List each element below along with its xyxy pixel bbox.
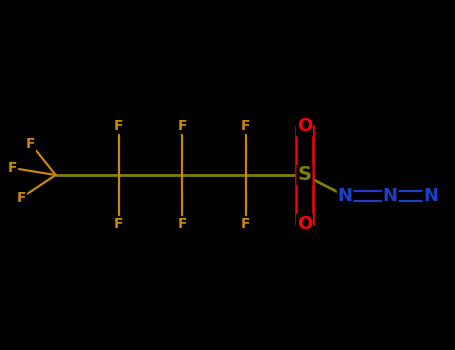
Text: F: F	[26, 137, 35, 151]
Text: F: F	[177, 119, 187, 133]
Text: F: F	[17, 190, 26, 204]
Text: F: F	[241, 119, 250, 133]
Text: N: N	[383, 187, 398, 205]
Text: O: O	[297, 117, 312, 135]
Text: F: F	[8, 161, 17, 175]
Text: F: F	[114, 217, 124, 231]
Text: F: F	[177, 217, 187, 231]
Text: F: F	[241, 217, 250, 231]
Text: N: N	[424, 187, 439, 205]
Text: N: N	[338, 187, 353, 205]
Text: S: S	[298, 166, 311, 184]
Text: O: O	[297, 215, 312, 233]
Text: F: F	[114, 119, 124, 133]
